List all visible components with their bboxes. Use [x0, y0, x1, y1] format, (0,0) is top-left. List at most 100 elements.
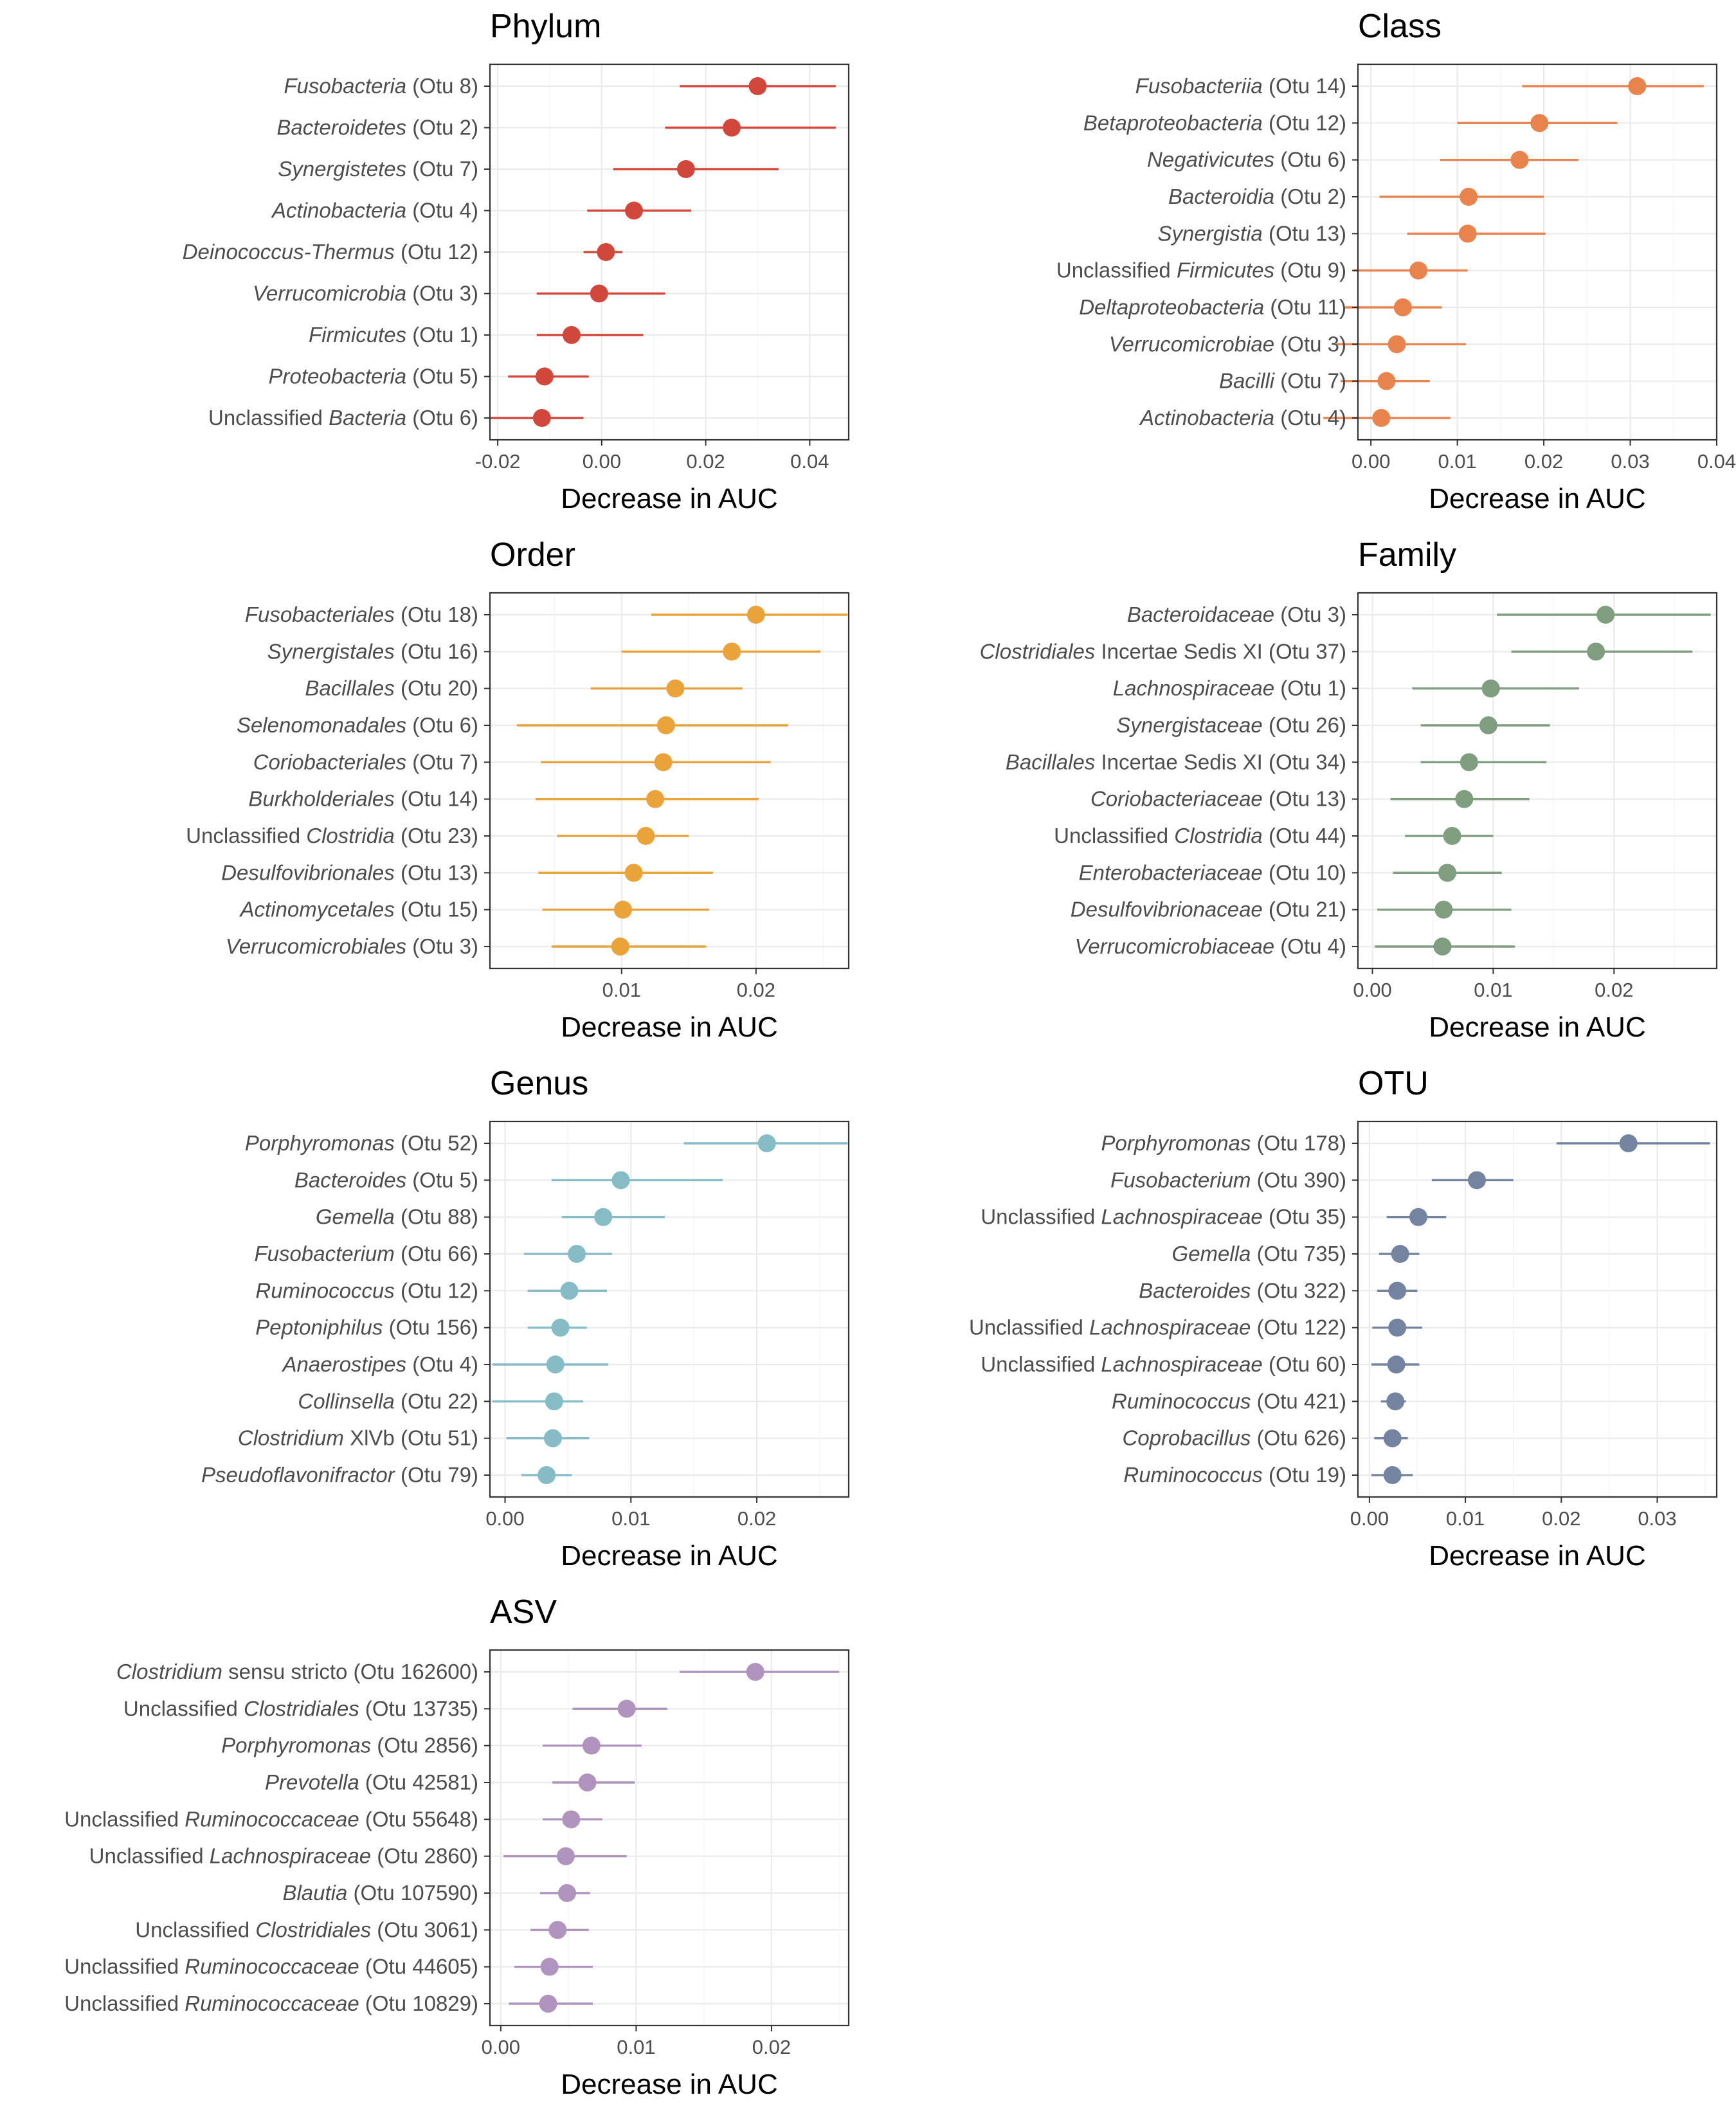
category-label: Unclassified Ruminococcaceae (Otu 55648) — [64, 1807, 478, 1831]
label-text: Unclassified — [1054, 824, 1174, 848]
data-point — [613, 900, 632, 919]
label-text: (Otu 122) — [1251, 1316, 1346, 1339]
x-tick-label: 0.02 — [1542, 1507, 1580, 1530]
data-point — [590, 284, 608, 303]
label-text: (Otu 4) — [406, 1352, 478, 1376]
data-point — [558, 1884, 577, 1902]
label-text: Unclassified — [64, 1807, 185, 1831]
label-text: (Otu 7) — [1274, 369, 1346, 393]
category-label: Unclassified Ruminococcaceae (Otu 44605) — [64, 1955, 478, 1979]
category-label: Unclassified Clostridia (Otu 23) — [186, 824, 478, 848]
label-text: (Otu 88) — [395, 1205, 478, 1229]
taxon-name: Ruminococcaceae — [185, 1991, 359, 2015]
plot-frame — [1357, 592, 1718, 970]
label-text: (Otu 3) — [1274, 603, 1346, 626]
label-text: XlVb (Otu 51) — [344, 1426, 478, 1450]
data-point — [666, 679, 685, 698]
category-label: Synergistales (Otu 16) — [267, 639, 478, 663]
category-label: Coriobacteriaceae (Otu 13) — [1090, 787, 1346, 811]
data-point — [611, 938, 629, 956]
x-axis-title: Decrease in AUC — [561, 2069, 777, 2100]
label-text: Unclassified — [64, 1991, 185, 2015]
label-text: (Otu 8) — [406, 74, 478, 98]
panel-title: Class — [1358, 8, 1442, 45]
label-text: (Otu 6) — [406, 406, 478, 430]
category-label: Unclassified Lachnospiraceae (Otu 122) — [969, 1316, 1346, 1339]
category-label: Unclassified Firmicutes (Otu 9) — [1056, 258, 1346, 282]
taxon-name: Actinomycetales — [239, 898, 395, 921]
taxon-name: Prevotella — [265, 1770, 359, 1794]
taxon-name: Ruminococcus — [1112, 1389, 1251, 1413]
category-label: Coprobacillus (Otu 626) — [1122, 1426, 1346, 1450]
taxon-name: Bacteroides — [1139, 1278, 1251, 1302]
plot-frame — [489, 1649, 850, 2027]
phylum-panel: Phylum -0.02 0.00 0.02 0.04 Fusobacteria (Ot… — [0, 0, 862, 527]
data-point — [746, 606, 765, 624]
x-tick-label: 0.02 — [752, 2036, 791, 2058]
data-point — [748, 77, 767, 95]
data-point — [556, 1847, 575, 1865]
data-point — [1393, 298, 1412, 316]
data-point — [1383, 1466, 1402, 1484]
data-point — [1388, 1318, 1407, 1337]
category-label: Collinsella (Otu 22) — [298, 1389, 478, 1413]
category-label: Peptoniphilus (Otu 156) — [255, 1316, 478, 1339]
order-panel: Order 0.01 0.02 Fusobacteriales (Otu 18) Sy… — [0, 529, 862, 1056]
taxon-name: Ruminococcaceae — [185, 1955, 359, 1979]
x-axis-title: Decrease in AUC — [561, 483, 777, 514]
category-label: Ruminococcus (Otu 19) — [1123, 1463, 1346, 1487]
taxon-name: Coriobacteriaceae — [1090, 787, 1263, 811]
category-label: Fusobacteriia (Otu 14) — [1135, 74, 1346, 98]
taxon-name: Bacteria — [329, 406, 406, 430]
label-text: (Otu 3) — [406, 934, 478, 958]
label-text: (Otu 79) — [395, 1463, 478, 1487]
taxon-name: Synergistales — [267, 639, 395, 663]
label-text: (Otu 9) — [1274, 258, 1346, 282]
panel-title: Genus — [490, 1065, 588, 1102]
plot-frame — [489, 592, 850, 970]
data-point — [1383, 1429, 1402, 1447]
x-tick-label: 0.00 — [1350, 1507, 1389, 1530]
x-tick-label: 0.01 — [617, 2036, 655, 2058]
label-text: (Otu 16) — [395, 639, 478, 663]
taxon-name: Ruminococcus — [1123, 1463, 1262, 1487]
category-label: Unclassified Lachnospiraceae (Otu 35) — [981, 1205, 1346, 1229]
taxon-name: Lachnospiraceae — [1089, 1316, 1251, 1339]
category-label: Anaerostipes (Otu 4) — [282, 1352, 478, 1376]
label-text: (Otu 13) — [1263, 787, 1346, 811]
taxon-name: Clostridiales — [255, 1918, 371, 1941]
label-text: Unclassified — [123, 1696, 244, 1720]
label-text: (Otu 13) — [1263, 221, 1346, 245]
x-tick-label: 0.01 — [1446, 1507, 1485, 1530]
label-text: (Otu 2856) — [371, 1734, 478, 1757]
category-label: Bacillales Incertae Sedis XI (Otu 34) — [1006, 750, 1346, 774]
family-chart: Family 0.00 0.01 0.02 Bacteroidaceae (Otu 3… — [980, 536, 1718, 1043]
category-label: Negativicutes (Otu 6) — [1147, 148, 1346, 172]
data-point — [1628, 77, 1647, 95]
label-text: (Otu 13735) — [359, 1696, 478, 1720]
data-point — [746, 1663, 764, 1681]
category-label: Actinobacteria (Otu 4) — [271, 199, 478, 222]
data-point — [617, 1700, 636, 1718]
x-tick-label: 0.00 — [1353, 979, 1391, 1001]
data-point — [1377, 372, 1396, 390]
plot-frame — [489, 1120, 850, 1498]
category-label: Unclassified Lachnospiraceae (Otu 60) — [981, 1352, 1346, 1376]
data-point — [551, 1318, 570, 1337]
category-label: Verrucomicrobiae (Otu 3) — [1109, 332, 1346, 356]
class-panel: Class 0.00 0.01 0.02 0.03 0.04 Fusobacteriia … — [868, 0, 1736, 527]
data-point — [562, 326, 581, 344]
taxon-name: Blautia — [282, 1881, 347, 1905]
label-text: (Otu 1) — [406, 323, 478, 347]
label-text: Unclassified — [89, 1844, 210, 1868]
taxon-name: Bacteroides — [294, 1168, 406, 1192]
taxon-name: Peptoniphilus — [255, 1316, 383, 1339]
data-point — [1372, 409, 1391, 427]
x-tick-label: 0.00 — [1352, 450, 1390, 473]
x-tick-label: 0.02 — [686, 450, 725, 473]
taxon-name: Porphyromonas — [245, 1131, 395, 1155]
taxon-name: Lachnospiraceae — [1113, 676, 1274, 700]
category-label: Synergistaceae (Otu 26) — [1116, 713, 1346, 737]
label-text: (Otu 1) — [1274, 676, 1346, 700]
